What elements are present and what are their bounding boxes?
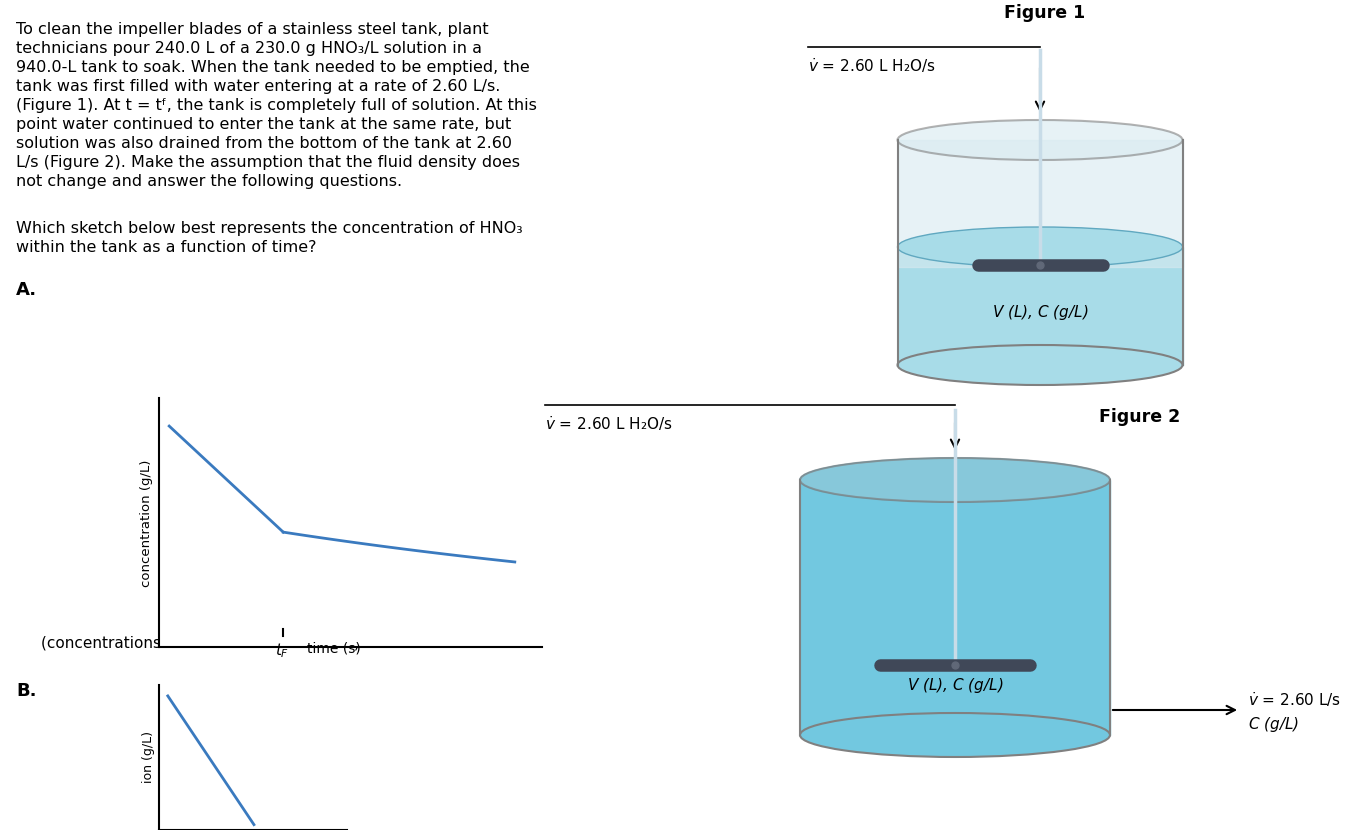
Text: A.: A. xyxy=(16,281,38,299)
Text: $t_F$: $t_F$ xyxy=(275,642,289,661)
Y-axis label: ion (g/L): ion (g/L) xyxy=(141,731,155,784)
Text: $V$ (L), $C$ (g/L): $V$ (L), $C$ (g/L) xyxy=(907,676,1003,695)
Text: Figure 1: Figure 1 xyxy=(1004,4,1086,22)
Text: $\dot{v}$ = 2.60 L H₂O/s: $\dot{v}$ = 2.60 L H₂O/s xyxy=(808,56,935,75)
Ellipse shape xyxy=(800,458,1110,502)
Text: $C$ (g/L): $C$ (g/L) xyxy=(1248,715,1299,734)
Bar xyxy=(800,480,1110,735)
Bar xyxy=(898,247,1183,365)
Text: within the tank as a function of time?: within the tank as a function of time? xyxy=(16,240,316,255)
Text: $\dot{v}$ = 2.60 L/s: $\dot{v}$ = 2.60 L/s xyxy=(1248,691,1341,710)
Ellipse shape xyxy=(800,458,1110,502)
Ellipse shape xyxy=(800,713,1110,757)
Bar xyxy=(898,140,1183,267)
Text: Which sketch below best represents the concentration of HNO₃: Which sketch below best represents the c… xyxy=(16,221,522,236)
Text: tank was first filled with water entering at a rate of 2.60 L/s.: tank was first filled with water enterin… xyxy=(16,79,501,94)
Y-axis label: concentration (g/L): concentration (g/L) xyxy=(140,459,153,587)
Text: not change and answer the following questions.: not change and answer the following ques… xyxy=(16,174,402,189)
Ellipse shape xyxy=(898,227,1183,267)
Text: B.: B. xyxy=(16,682,36,700)
Text: solution was also drained from the bottom of the tank at 2.60: solution was also drained from the botto… xyxy=(16,136,511,151)
Text: $\dot{v}$ = 2.60 L H₂O/s: $\dot{v}$ = 2.60 L H₂O/s xyxy=(545,414,673,433)
Text: (Figure 1). At t = tᶠ, the tank is completely full of solution. At this: (Figure 1). At t = tᶠ, the tank is compl… xyxy=(16,98,537,113)
Text: $V$ (L), $C$ (g/L): $V$ (L), $C$ (g/L) xyxy=(992,304,1089,323)
Text: technicians pour 240.0 L of a 230.0 g HNO₃/L solution in a: technicians pour 240.0 L of a 230.0 g HN… xyxy=(16,41,482,56)
Text: L/s (Figure 2). Make the assumption that the fluid density does: L/s (Figure 2). Make the assumption that… xyxy=(16,155,520,170)
Text: To clean the impeller blades of a stainless steel tank, plant: To clean the impeller blades of a stainl… xyxy=(16,22,489,37)
Text: (concentrations linear before and after tᶠ): (concentrations linear before and after … xyxy=(40,635,359,650)
Ellipse shape xyxy=(898,345,1183,385)
Text: Figure 2: Figure 2 xyxy=(1100,408,1180,426)
Ellipse shape xyxy=(898,120,1183,160)
Text: time (s): time (s) xyxy=(307,642,361,656)
Text: 940.0-L tank to soak. When the tank needed to be emptied, the: 940.0-L tank to soak. When the tank need… xyxy=(16,60,530,75)
Text: point water continued to enter the tank at the same rate, but: point water continued to enter the tank … xyxy=(16,117,511,132)
